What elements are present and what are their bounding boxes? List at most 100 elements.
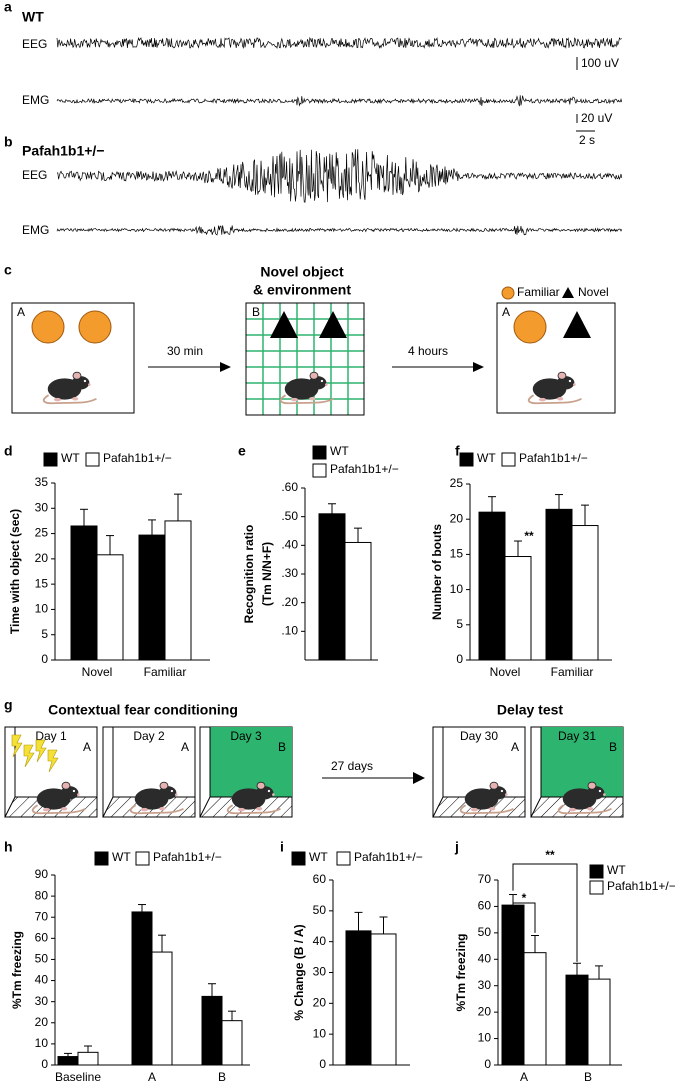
bar: [571, 525, 599, 661]
arrow-label: 27 days: [331, 759, 373, 773]
diagram-title: & environment: [253, 282, 351, 298]
y-tick-label: .40: [281, 538, 298, 552]
legend-swatch: [291, 851, 306, 866]
bar: [57, 1056, 79, 1066]
bar: [318, 513, 346, 661]
y-tick-label: 10: [450, 582, 464, 596]
y-tick-label: 10: [478, 1031, 492, 1045]
legend-label: Pafah1b1+/−: [330, 462, 399, 476]
x-tick-label: Novel: [82, 665, 113, 679]
bar: [501, 904, 525, 1066]
shock-icon: [47, 749, 59, 773]
fear-boxes: Day 1 A Day 2 A Day 3 B Day 30 A Day 31 B: [4, 726, 624, 818]
bracket: [512, 895, 536, 933]
scale-label: 20 uV: [581, 111, 612, 125]
chamber-wall: [541, 727, 623, 797]
x-tick-label: A: [520, 1070, 528, 1082]
bar: [151, 951, 173, 1066]
y-axis-label: %Tm freezing: [10, 931, 24, 1009]
legend-swatch: [589, 880, 604, 895]
y-tick-label: 30: [35, 994, 49, 1008]
bar: [504, 556, 532, 661]
legend-swatch: [589, 864, 604, 879]
y-tick-label: 40: [478, 951, 492, 965]
trace-label: EMG: [22, 93, 49, 107]
day-label: Day 3: [230, 729, 262, 743]
y-tick-label: .60: [281, 480, 298, 494]
y-tick-label: 40: [35, 973, 49, 987]
y-axis-label: Time with object (sec): [8, 509, 22, 634]
legend-swatch: [459, 452, 474, 467]
bar: [478, 511, 506, 661]
object: [78, 310, 112, 344]
y-tick-label: 0: [484, 1057, 491, 1071]
y-tick-label: 70: [478, 872, 492, 886]
y-tick-label: .10: [281, 624, 298, 638]
y-tick-label: 0: [41, 1057, 48, 1071]
legend-label: Pafah1b1+/−: [519, 451, 588, 465]
bar: [164, 520, 192, 661]
y-tick-label: 50: [35, 952, 49, 966]
legend-icon: [562, 287, 574, 298]
trace-label: EEG: [22, 168, 47, 182]
trace-label: EEG: [22, 37, 47, 51]
trace-title: WT: [22, 9, 44, 25]
y-tick-label: 30: [478, 978, 492, 992]
y-tick-label: 30: [35, 500, 49, 514]
day-label: Day 30: [460, 729, 498, 743]
signal-trace: [56, 36, 622, 49]
day-label: Day 2: [133, 729, 165, 743]
shock-icon: [23, 744, 35, 768]
context-label: A: [181, 740, 189, 754]
bar: [523, 952, 547, 1066]
x-tick-label: Baseline: [55, 1070, 101, 1082]
x-tick-label: B: [218, 1070, 226, 1082]
legend-label: Pafah1b1+/−: [607, 879, 675, 893]
y-axis-label: (Tm N/N+F): [260, 542, 274, 606]
panel-label: d: [4, 443, 13, 459]
bar: [345, 930, 372, 1066]
legend-label: Novel: [578, 285, 609, 299]
scale-label: 100 uV: [581, 56, 619, 70]
y-tick-label: 90: [35, 867, 49, 881]
panel-label: b: [4, 134, 13, 150]
bar: [70, 525, 98, 661]
day-label: Day 1: [35, 729, 67, 743]
y-tick-label: 25: [450, 476, 464, 490]
legend-label: WT: [112, 850, 131, 864]
legend-label: Familiar: [517, 285, 560, 299]
shock-icon: [11, 734, 23, 758]
legend-swatch: [94, 851, 109, 866]
panel-label: j: [454, 839, 459, 855]
y-tick-label: 35: [35, 475, 49, 489]
x-tick-label: Familiar: [551, 665, 594, 679]
object: [31, 310, 65, 344]
arrow-label: 4 hours: [408, 344, 448, 358]
legend-icon: [501, 286, 515, 300]
legend-swatch: [43, 452, 58, 467]
context-label: A: [83, 740, 91, 754]
significance: **: [545, 848, 555, 862]
y-tick-label: 80: [35, 888, 49, 902]
context-label: B: [278, 740, 286, 754]
legend-label: Pafah1b1+/−: [103, 451, 172, 465]
diagram-title: Contextual fear conditioning: [48, 702, 238, 718]
bar: [96, 554, 124, 661]
y-tick-label: 20: [450, 511, 464, 525]
legend-swatch: [312, 445, 327, 460]
object: [513, 310, 547, 344]
bar: [131, 911, 153, 1066]
signal-trace: [56, 95, 623, 107]
y-tick-label: 5: [41, 627, 48, 641]
panel-label: h: [4, 839, 13, 855]
legend-label: Pafah1b1+/−: [153, 850, 222, 864]
y-tick-label: .30: [281, 566, 298, 580]
arena: [245, 302, 365, 416]
object: [563, 311, 591, 338]
y-tick-label: .20: [281, 595, 298, 609]
y-tick-label: 10: [35, 602, 49, 616]
y-axis-label: Recognition ratio: [242, 525, 256, 624]
significance: *: [522, 891, 527, 905]
panel-label: e: [238, 443, 246, 459]
